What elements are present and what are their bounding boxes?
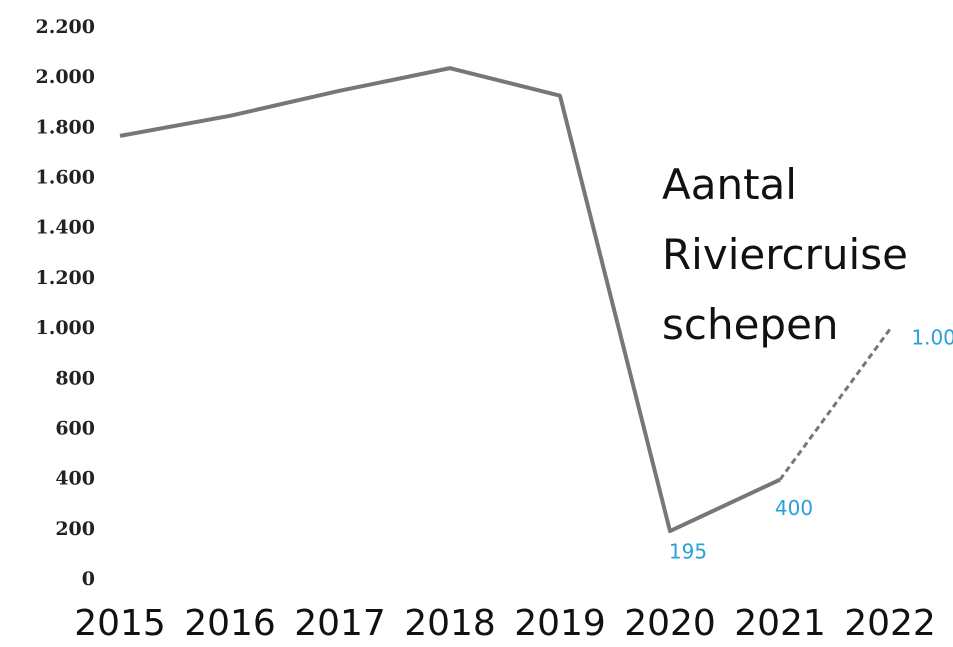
y-tick-label: 600	[55, 417, 95, 439]
y-tick-label: 1.600	[36, 167, 96, 189]
x-tick-label: 2015	[74, 603, 166, 644]
y-tick-label: 200	[55, 518, 95, 540]
line-projection	[778, 328, 892, 481]
data-label: 1.000	[911, 326, 953, 350]
x-tick-label: 2021	[734, 603, 826, 644]
y-tick-label: 1.800	[36, 116, 96, 138]
y-tick-label: 1.400	[36, 217, 96, 239]
y-tick-label: 0	[82, 568, 95, 590]
y-tick-label: 1.200	[36, 267, 96, 289]
y-tick-label: 1.000	[36, 317, 96, 339]
x-tick-label: 2016	[184, 603, 276, 644]
y-tick-label: 400	[55, 468, 95, 490]
line	[119, 66, 781, 534]
x-tick-label: 2017	[294, 603, 386, 644]
chart-title: Aantal Riviercruise schepen	[662, 160, 908, 349]
y-tick-label: 2.200	[36, 16, 96, 38]
data-label: 400	[775, 496, 813, 520]
x-tick-label: 2022	[844, 603, 936, 644]
y-tick-label: 2.000	[36, 66, 96, 88]
data-label: 195	[669, 540, 707, 564]
x-tick-label: 2018	[404, 603, 496, 644]
x-tick-label: 2019	[514, 603, 606, 644]
x-tick-label: 2020	[624, 603, 716, 644]
y-tick-label: 800	[55, 367, 95, 389]
